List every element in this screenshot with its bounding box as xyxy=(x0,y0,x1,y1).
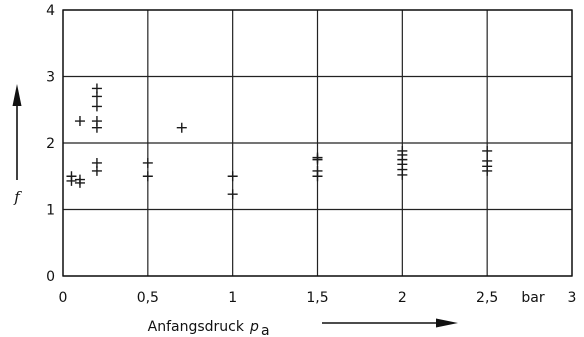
x-tick-label-0: 0 xyxy=(59,290,68,306)
data-point-26 xyxy=(397,169,408,180)
x-tick-label-1: 0,5 xyxy=(137,290,159,306)
data-point-7 xyxy=(91,101,102,112)
data-point-6 xyxy=(91,91,102,102)
y-tick-label-3: 3 xyxy=(46,70,55,86)
x-axis-title: Anfangsdruck xyxy=(148,319,245,335)
data-point-15 xyxy=(227,171,238,182)
data-point-30 xyxy=(482,165,493,176)
x-axis-label: Anfangsdruck p a xyxy=(148,319,270,337)
y-tick-label-0: 0 xyxy=(46,269,55,285)
y-tick-label-2: 2 xyxy=(46,136,55,152)
x-tick-label-2: 1 xyxy=(228,290,237,306)
data-point-16 xyxy=(227,189,238,200)
data-points xyxy=(66,83,493,200)
x-tick-labels: 0 0,5 1 1,5 2 2,5 3 xyxy=(59,290,577,306)
x-tick-label-4: 2 xyxy=(398,290,407,306)
y-tick-labels: 0 1 2 3 4 xyxy=(46,3,55,285)
data-point-27 xyxy=(482,145,493,156)
x-tick-label-3: 1,5 xyxy=(306,290,328,306)
data-point-2 xyxy=(74,116,85,127)
data-point-18 xyxy=(312,154,323,165)
data-point-12 xyxy=(142,157,153,168)
x-unit-label: bar xyxy=(521,290,544,306)
y-tick-label-4: 4 xyxy=(46,3,55,19)
y-axis-label: f xyxy=(13,188,22,206)
x-axis-arrow xyxy=(322,318,458,328)
data-point-11 xyxy=(91,165,102,176)
data-point-4 xyxy=(74,177,85,188)
data-point-20 xyxy=(312,171,323,182)
x-axis-subscript: a xyxy=(261,323,270,337)
data-point-9 xyxy=(91,122,102,133)
x-axis-symbol: p xyxy=(249,319,259,335)
data-point-13 xyxy=(142,171,153,182)
plot-frame xyxy=(62,9,573,277)
grid xyxy=(62,9,573,277)
data-point-14 xyxy=(176,122,187,133)
x-tick-label-5: 2,5 xyxy=(476,290,498,306)
y-tick-label-1: 1 xyxy=(46,203,55,219)
y-axis-arrow xyxy=(12,84,22,180)
x-tick-label-6: 3 xyxy=(568,290,577,306)
data-point-1 xyxy=(66,175,77,186)
